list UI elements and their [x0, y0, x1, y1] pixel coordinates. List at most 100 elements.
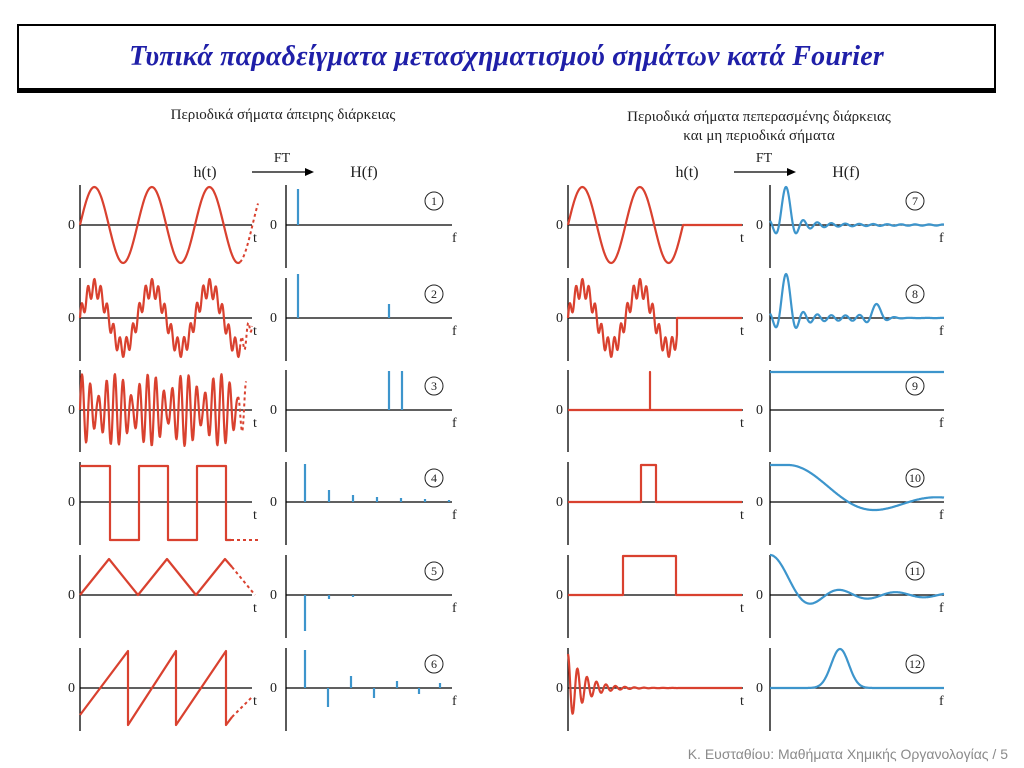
left-row4-freq-zero-label: 0: [270, 495, 277, 510]
right-row2-freq-axis-end-label: f: [939, 324, 944, 339]
right-time-label: h(t): [675, 164, 698, 181]
example-number: 7: [912, 194, 918, 208]
right-row1-freq-axis-end-label: f: [939, 231, 944, 246]
example-number-circle: [905, 654, 925, 674]
signal-dashed: [239, 321, 253, 351]
right-row5-freq-zero-label: 0: [756, 588, 763, 603]
left-row1-time-axis-end-label: t: [253, 231, 257, 246]
right-freq-label: H(f): [832, 164, 860, 181]
spectrum-sinc: [769, 185, 945, 235]
left-row5-time-axis-end-label: t: [253, 601, 257, 616]
left-row1-freq-axis-end-label: f: [452, 231, 457, 246]
example-number-circle: [905, 468, 925, 488]
signal-sine: [78, 185, 241, 265]
right-row3-freq-axis-end-label: f: [939, 416, 944, 431]
example-number-circle: [424, 191, 444, 211]
left-row2-freq-zero-label: 0: [270, 311, 277, 326]
left-row6-time-zero-label: 0: [68, 681, 75, 696]
right-row5-freq-axis-end-label: f: [939, 601, 944, 616]
signal-sine-plus-harmonic: [78, 277, 242, 358]
right-row6-freq-axis-end-label: f: [939, 694, 944, 709]
signal-dashed: [231, 566, 256, 596]
example-number-circle: [905, 561, 925, 581]
example-number-circle: [905, 376, 925, 396]
example-number: 9: [912, 379, 918, 393]
right-row4-time-axis-end-label: t: [740, 508, 744, 523]
signal-square: [80, 464, 231, 542]
example-number-circle: [905, 191, 925, 211]
example-number: 11: [909, 564, 921, 578]
left-row3-time-zero-label: 0: [68, 403, 75, 418]
signal-triangle: [79, 557, 233, 597]
right-heading-line2: και μη περιοδικά σήματα: [683, 128, 835, 144]
left-row2-freq-axis-end-label: f: [452, 324, 457, 339]
left-row1-freq-zero-label: 0: [270, 218, 277, 233]
right-ft-arrow: [734, 168, 796, 176]
right-heading-line1: Περιοδικά σήματα πεπερασμένης διάρκειας: [627, 109, 891, 125]
signal-wide-pulse: [568, 554, 742, 597]
right-row6-freq-zero-label: 0: [756, 681, 763, 696]
right-row2-time-axis-end-label: t: [740, 324, 744, 339]
left-row6-freq-axis-end-label: f: [452, 694, 457, 709]
signal-impulse: [568, 370, 742, 412]
right-row4-freq-zero-label: 0: [756, 495, 763, 510]
example-number-circle: [905, 284, 925, 304]
right-row1-time-axis-end-label: t: [740, 231, 744, 246]
example-number-circle: [424, 654, 444, 674]
signal-narrow-pulse: [568, 463, 742, 504]
right-row2-time-zero-label: 0: [556, 311, 563, 326]
right-row1-freq-zero-label: 0: [756, 218, 763, 233]
left-row1-time-zero-label: 0: [68, 218, 75, 233]
right-row4-time-zero-label: 0: [556, 495, 563, 510]
page-title: Τυπικά παραδείγματα μετασχηματισμού σημά…: [129, 41, 884, 72]
signal-dashed: [231, 696, 253, 718]
left-ft-label: FT: [274, 151, 291, 166]
example-number: 10: [909, 471, 921, 485]
left-row5-time-zero-label: 0: [68, 588, 75, 603]
signal-sine-dashed: [239, 203, 259, 263]
title-underline: [17, 90, 996, 93]
footer-credit: Κ. Ευσταθίου: Μαθήματα Χημικής Οργανολογ…: [687, 746, 1008, 762]
right-ft-label: FT: [756, 151, 773, 166]
left-row4-time-axis-end-label: t: [253, 508, 257, 523]
example-number: 1: [431, 194, 437, 208]
example-number-circle: [424, 376, 444, 396]
spectrum-narrow-sinc: [769, 553, 945, 605]
example-number-circle: [424, 561, 444, 581]
right-row4-freq-axis-end-label: f: [939, 508, 944, 523]
right-row1-time-zero-label: 0: [556, 218, 563, 233]
example-number: 4: [431, 471, 437, 485]
left-row6-freq-zero-label: 0: [270, 681, 277, 696]
right-row6-time-zero-label: 0: [556, 681, 563, 696]
spectrum-two-sinc: [769, 272, 945, 329]
left-row2-time-axis-end-label: t: [253, 324, 257, 339]
right-row6-time-axis-end-label: t: [740, 694, 744, 709]
right-row5-time-zero-label: 0: [556, 588, 563, 603]
title-box: Τυπικά παραδείγματα μετασχηματισμού σημά…: [17, 24, 996, 90]
example-number: 12: [909, 657, 921, 671]
example-number: 5: [431, 564, 437, 578]
example-number-circle: [424, 284, 444, 304]
left-row5-freq-axis-end-label: f: [452, 601, 457, 616]
signal-beat: [78, 373, 240, 447]
left-row2-time-zero-label: 0: [68, 311, 75, 326]
signal-dashed: [237, 381, 247, 433]
example-number: 3: [431, 379, 437, 393]
left-row5-freq-zero-label: 0: [270, 588, 277, 603]
signal-truncated-composite: [566, 277, 742, 358]
left-row4-time-zero-label: 0: [68, 495, 75, 510]
right-row3-time-axis-end-label: t: [740, 416, 744, 431]
spectrum-broad-sinc: [769, 463, 945, 512]
right-row3-freq-zero-label: 0: [756, 403, 763, 418]
left-row3-time-axis-end-label: t: [253, 416, 257, 431]
left-ft-arrow: [252, 168, 314, 176]
example-number: 6: [431, 657, 437, 671]
left-row3-freq-axis-end-label: f: [452, 416, 457, 431]
signal-damped-oscillation: [566, 653, 743, 715]
left-row3-freq-zero-label: 0: [270, 403, 277, 418]
left-row4-freq-axis-end-label: f: [452, 508, 457, 523]
left-time-label: h(t): [193, 164, 216, 181]
example-number: 2: [431, 287, 437, 301]
signal-truncated-sine: [566, 185, 742, 265]
